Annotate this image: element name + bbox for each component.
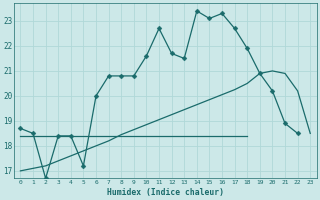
X-axis label: Humidex (Indice chaleur): Humidex (Indice chaleur) — [107, 188, 224, 197]
